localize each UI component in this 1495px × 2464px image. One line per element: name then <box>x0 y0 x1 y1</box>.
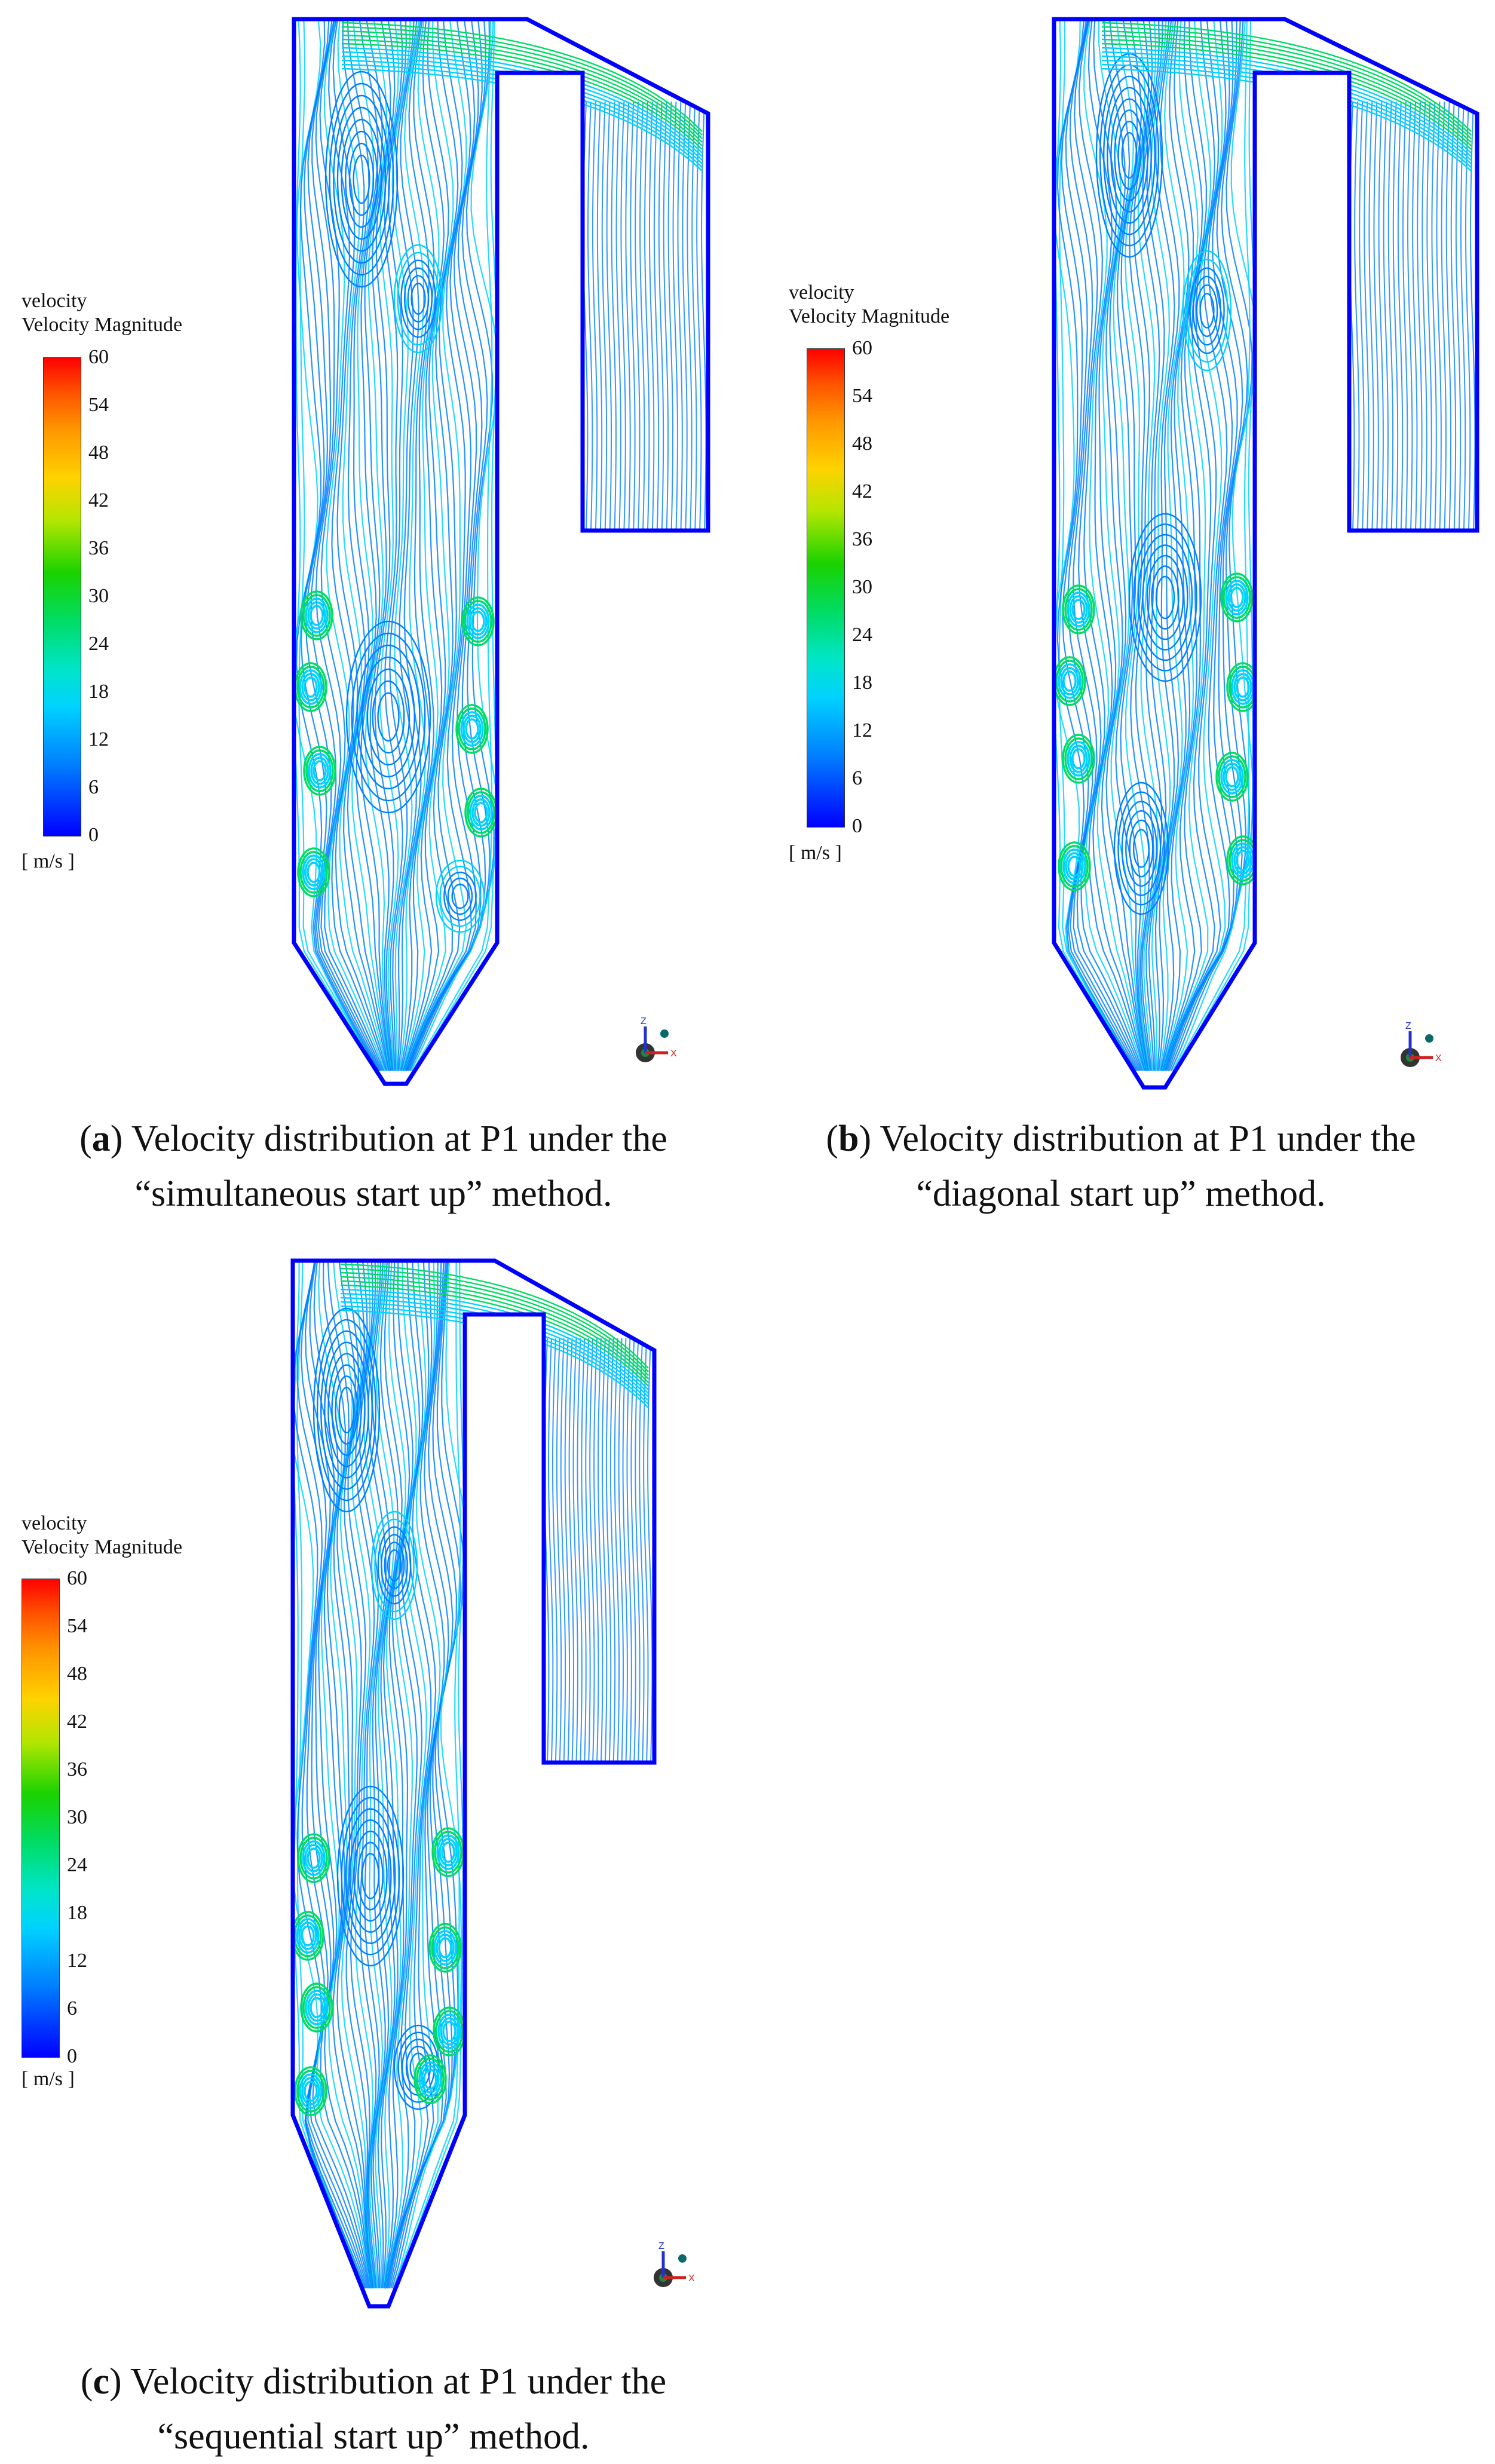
legend-tick-label: 42 <box>67 1711 87 1733</box>
legend-tick-label: 0 <box>88 824 99 846</box>
velocity-contour-plot-c <box>290 1258 657 2309</box>
legend-title-line1: velocity <box>22 1512 87 1534</box>
axis-x-label: X <box>688 2273 695 2284</box>
legend-unit-c: [ m/s ] <box>22 2068 75 2090</box>
axis-z-label: Z <box>1405 1021 1411 1031</box>
axis-z-label: Z <box>641 1016 647 1026</box>
caption-letter: c <box>93 2361 109 2402</box>
caption-line1: ) Velocity distribution at P1 under the <box>110 1118 667 1159</box>
legend-tick-label: 60 <box>88 346 109 368</box>
axis-z-label: Z <box>658 2241 664 2251</box>
axis-x-label: X <box>1435 1053 1442 1064</box>
legend-title-line1: velocity <box>789 281 854 304</box>
legend-tick-label: 36 <box>88 537 109 559</box>
legend-tick-label: 54 <box>67 1615 87 1637</box>
legend-tick-label: 42 <box>852 480 872 502</box>
legend-title-line2: Velocity Magnitude <box>789 305 950 327</box>
legend-tick-label: 6 <box>88 776 99 798</box>
legend-tick-label: 18 <box>88 681 109 703</box>
axis-triad-icon-a: ZX <box>636 1016 677 1062</box>
contour-lines <box>293 1261 653 2289</box>
legend-tick-label: 42 <box>88 489 109 511</box>
contour-lines <box>1054 19 1476 1071</box>
legend-tick-label: 12 <box>852 719 872 741</box>
legend-title-c: velocity Velocity Magnitude <box>22 1512 182 1559</box>
legend-tick-label: 6 <box>67 1997 77 2019</box>
caption-line2: “simultaneous start up” method. <box>134 1173 612 1214</box>
legend-title-b: velocity Velocity Magnitude <box>789 281 949 329</box>
legend-tick-label: 18 <box>67 1902 87 1924</box>
velocity-contour-plot-a <box>292 17 710 1086</box>
legend-tick-label: 48 <box>88 442 109 464</box>
panel-c: velocity Velocity Magnitude 60 54 48 42 36 30… <box>0 1231 747 2463</box>
legend-tick-label: 30 <box>852 576 872 598</box>
legend-tick-label: 30 <box>67 1806 87 1828</box>
axis-triad-icon-b: ZX <box>1401 1021 1442 1067</box>
legend-unit-b: [ m/s ] <box>789 842 842 864</box>
legend-title-line2: Velocity Magnitude <box>22 1536 183 1558</box>
legend-tick-label: 30 <box>88 585 109 607</box>
legend-tick-label: 36 <box>67 1758 87 1780</box>
caption-line1: ) Velocity distribution at P1 under the <box>109 2361 667 2402</box>
velocity-contour-plot-b <box>1052 17 1479 1090</box>
legend-tick-label: 36 <box>852 528 872 550</box>
caption-line2: “sequential start up” method. <box>157 2416 590 2457</box>
caption-a: (a) Velocity distribution at P1 under th… <box>0 1111 747 1221</box>
axis-x-label: X <box>670 1049 677 1059</box>
legend-colorbar-b <box>807 348 845 828</box>
panel-b: velocity Velocity Magnitude 60 54 48 42 36 30… <box>747 0 1495 1225</box>
legend-tick-label: 24 <box>88 633 109 655</box>
legend-colorbar-a <box>43 357 81 836</box>
legend-tick-label: 6 <box>852 767 862 789</box>
legend-tick-label: 12 <box>88 728 109 750</box>
legend-tick-label: 48 <box>852 433 872 455</box>
caption-letter: b <box>838 1118 859 1159</box>
legend-tick-label: 60 <box>67 1567 87 1589</box>
axis-triad-icon-c: ZX <box>654 2241 695 2287</box>
contour-lines <box>294 19 707 1071</box>
legend-unit-a: [ m/s ] <box>22 850 75 872</box>
legend-tick-label: 0 <box>852 815 862 837</box>
legend-tick-label: 24 <box>852 624 872 646</box>
legend-tick-label: 0 <box>67 2045 77 2067</box>
panel-a: velocity Velocity Magnitude 60 54 48 42 36 30… <box>0 0 747 1225</box>
legend-title-line2: Velocity Magnitude <box>22 314 183 336</box>
legend-tick-label: 54 <box>852 385 872 407</box>
caption-line2: “diagonal start up” method. <box>916 1173 1326 1214</box>
caption-line1: ) Velocity distribution at P1 under the <box>859 1118 1416 1159</box>
legend-tick-label: 54 <box>88 394 109 416</box>
legend-tick-label: 18 <box>852 672 872 694</box>
caption-c: (c) Velocity distribution at P1 under th… <box>0 2354 747 2464</box>
legend-title-a: velocity Velocity Magnitude <box>22 289 182 337</box>
caption-letter: a <box>91 1118 111 1159</box>
legend-title-line1: velocity <box>22 290 87 312</box>
legend-tick-label: 60 <box>852 337 872 359</box>
legend-colorbar-c <box>22 1579 60 2058</box>
legend-tick-label: 12 <box>67 1950 87 1972</box>
legend-tick-label: 48 <box>67 1663 87 1685</box>
legend-tick-label: 24 <box>67 1854 87 1876</box>
caption-b: (b) Velocity distribution at P1 under th… <box>747 1111 1495 1221</box>
